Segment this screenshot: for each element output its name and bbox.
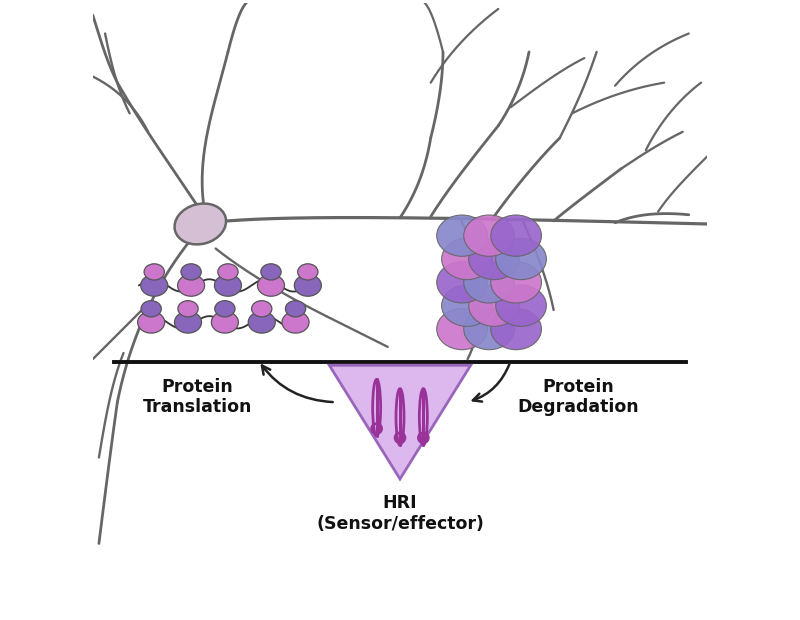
Ellipse shape	[141, 275, 168, 296]
Ellipse shape	[419, 389, 427, 445]
Ellipse shape	[286, 301, 306, 317]
Ellipse shape	[258, 275, 285, 296]
Text: Protein
Translation: Protein Translation	[142, 378, 252, 417]
Ellipse shape	[437, 215, 487, 256]
Ellipse shape	[469, 238, 519, 280]
Ellipse shape	[214, 301, 235, 317]
Ellipse shape	[174, 311, 202, 333]
Ellipse shape	[181, 264, 202, 280]
Ellipse shape	[282, 311, 309, 333]
Text: HRI
(Sensor/effector): HRI (Sensor/effector)	[316, 494, 484, 533]
Ellipse shape	[490, 215, 542, 256]
Ellipse shape	[298, 264, 318, 280]
Ellipse shape	[464, 308, 514, 350]
Ellipse shape	[144, 264, 164, 280]
Ellipse shape	[437, 308, 487, 350]
Ellipse shape	[496, 285, 546, 326]
Ellipse shape	[442, 285, 492, 326]
Ellipse shape	[373, 379, 381, 436]
Ellipse shape	[214, 275, 242, 296]
Ellipse shape	[464, 215, 514, 256]
Ellipse shape	[261, 264, 281, 280]
Ellipse shape	[437, 262, 487, 303]
Ellipse shape	[178, 301, 198, 317]
Ellipse shape	[442, 238, 492, 280]
Ellipse shape	[138, 311, 165, 333]
Ellipse shape	[248, 311, 275, 333]
Ellipse shape	[396, 389, 404, 445]
Polygon shape	[330, 365, 470, 479]
Ellipse shape	[294, 275, 322, 296]
Text: Protein
Degradation: Protein Degradation	[518, 378, 639, 417]
Ellipse shape	[252, 301, 272, 317]
Ellipse shape	[218, 264, 238, 280]
Ellipse shape	[464, 262, 514, 303]
Ellipse shape	[496, 238, 546, 280]
Ellipse shape	[211, 311, 238, 333]
Ellipse shape	[174, 203, 226, 244]
Ellipse shape	[178, 275, 205, 296]
Ellipse shape	[469, 285, 519, 326]
Ellipse shape	[141, 301, 162, 317]
Ellipse shape	[490, 308, 542, 350]
Ellipse shape	[490, 262, 542, 303]
